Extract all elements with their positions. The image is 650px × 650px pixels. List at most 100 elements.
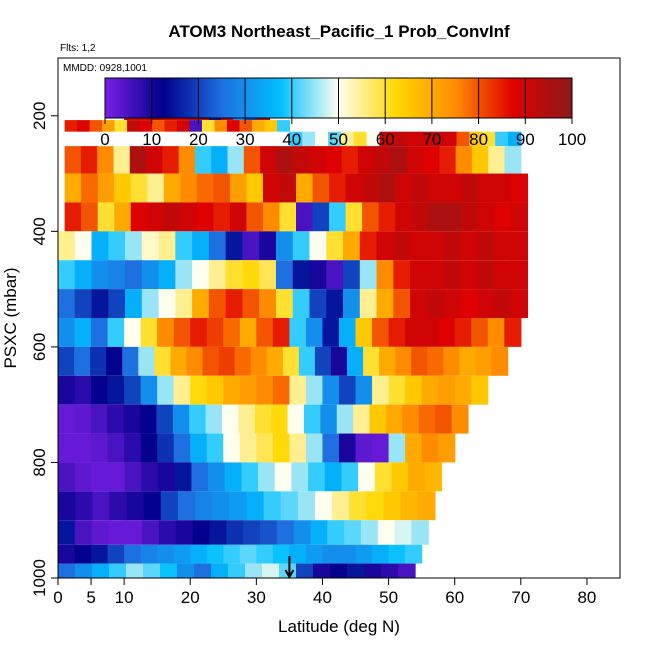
- heatmap-cell: [246, 491, 265, 521]
- heatmap-cell: [279, 173, 297, 203]
- heatmap-cell: [126, 563, 144, 578]
- heatmap-cell: [390, 146, 408, 174]
- heatmap-cell: [228, 563, 246, 578]
- heatmap-cell: [158, 462, 176, 492]
- heatmap-cell: [125, 231, 143, 261]
- heatmap-cell: [357, 146, 375, 174]
- heatmap-cell: [180, 202, 198, 232]
- heatmap-cell: [358, 462, 376, 492]
- x-tick-label: 50: [379, 588, 398, 607]
- heatmap-cell: [460, 289, 478, 318]
- heatmap-cell: [276, 146, 294, 174]
- heatmap-cell: [405, 318, 423, 347]
- heatmap-cell: [234, 346, 252, 376]
- heatmap-cell: [64, 173, 82, 203]
- heatmap-cell: [378, 173, 396, 203]
- heatmap-cell: [340, 131, 355, 147]
- heatmap-cell: [347, 346, 364, 376]
- heatmap-cell: [259, 260, 277, 290]
- heatmap-cell: [507, 131, 522, 147]
- heatmap-cell: [109, 563, 127, 578]
- heatmap-cell: [229, 202, 248, 232]
- heatmap-cell: [417, 491, 436, 521]
- x-tick-label: 80: [577, 588, 596, 607]
- heatmap-cell: [192, 289, 210, 318]
- heatmap-cell: [461, 202, 479, 232]
- heatmap-cell: [157, 433, 175, 463]
- heatmap-cell: [345, 202, 363, 232]
- heatmap-cell: [164, 120, 178, 132]
- chart-title: ATOM3 Northeast_Pacific_1 Prob_ConvInf: [168, 22, 510, 41]
- heatmap-cell: [114, 120, 128, 132]
- heatmap-cell: [292, 260, 311, 290]
- heatmap-cell: [58, 260, 76, 290]
- heatmap-cell: [326, 231, 344, 261]
- heatmap-cell: [250, 346, 268, 376]
- heatmap-cell: [477, 173, 495, 203]
- heatmap-cell: [428, 202, 446, 232]
- heatmap-cell: [430, 131, 445, 147]
- heatmap-cell: [477, 289, 495, 318]
- heatmap-cell: [192, 520, 211, 545]
- heatmap-cell: [454, 375, 472, 405]
- heatmap-cell: [258, 462, 276, 492]
- heatmap-cell: [287, 404, 305, 434]
- heatmap-cell: [126, 491, 145, 521]
- heatmap-cell: [405, 375, 423, 405]
- heatmap-cell: [355, 318, 373, 347]
- heatmap-cell: [201, 120, 216, 132]
- heatmap-cell: [305, 375, 324, 405]
- heatmap-cell: [242, 231, 260, 261]
- heatmap-cell: [510, 260, 529, 290]
- heatmap-cell: [339, 544, 357, 564]
- colorbar-tick-label: 50: [329, 130, 348, 149]
- heatmap-cell: [276, 520, 295, 545]
- heatmap-cell: [58, 491, 76, 521]
- heatmap-cell: [58, 520, 76, 545]
- heatmap-cell: [223, 375, 241, 405]
- heatmap-cell: [355, 544, 373, 564]
- heatmap-cell: [170, 346, 188, 376]
- heatmap-cell: [289, 433, 307, 463]
- heatmap-cell: [309, 146, 326, 174]
- heatmap-cell: [194, 563, 212, 578]
- heatmap-cell: [58, 404, 75, 434]
- heatmap-cell: [256, 433, 274, 463]
- heatmap-cell: [213, 202, 231, 232]
- heatmap-cell: [421, 318, 439, 347]
- heatmap-cell: [309, 231, 327, 261]
- heatmap-cell: [223, 318, 241, 347]
- latitude-marker-arrow: [284, 556, 295, 580]
- heatmap-cell: [74, 404, 92, 434]
- heatmap-cell: [158, 231, 176, 261]
- heatmap-cell: [180, 173, 198, 203]
- heatmap-cell: [359, 289, 378, 318]
- heatmap-cell: [139, 120, 153, 132]
- heatmap-cell: [242, 260, 260, 290]
- heatmap-cell: [206, 318, 224, 347]
- heatmap-cell: [309, 289, 327, 318]
- heatmap-cell: [411, 173, 429, 203]
- heatmap-cell: [494, 202, 512, 232]
- x-tick-label: 30: [247, 588, 266, 607]
- heatmap-cell: [393, 231, 411, 261]
- heatmap-cell: [154, 346, 171, 376]
- heatmap-cell: [327, 520, 345, 545]
- heatmap-cell: [426, 260, 445, 290]
- heatmap-cell: [239, 120, 253, 132]
- heatmap-cell: [189, 120, 203, 132]
- heatmap-cell: [376, 260, 394, 290]
- heatmap-cell: [495, 131, 509, 147]
- heatmap-cell: [469, 131, 483, 147]
- y-axis-label: PSXC (mbar): [1, 267, 20, 368]
- heatmap-cell: [91, 520, 110, 545]
- heatmap-cell: [211, 146, 229, 174]
- heatmap-cell: [510, 289, 529, 318]
- heatmap-cell: [421, 375, 439, 405]
- heatmap-cell: [122, 346, 139, 376]
- heatmap-cell: [77, 120, 91, 132]
- heatmap-cell: [114, 173, 132, 203]
- colorbar-tick-label: 100: [558, 130, 586, 149]
- heatmap-cell: [405, 433, 423, 463]
- heatmap-cell: [91, 289, 109, 318]
